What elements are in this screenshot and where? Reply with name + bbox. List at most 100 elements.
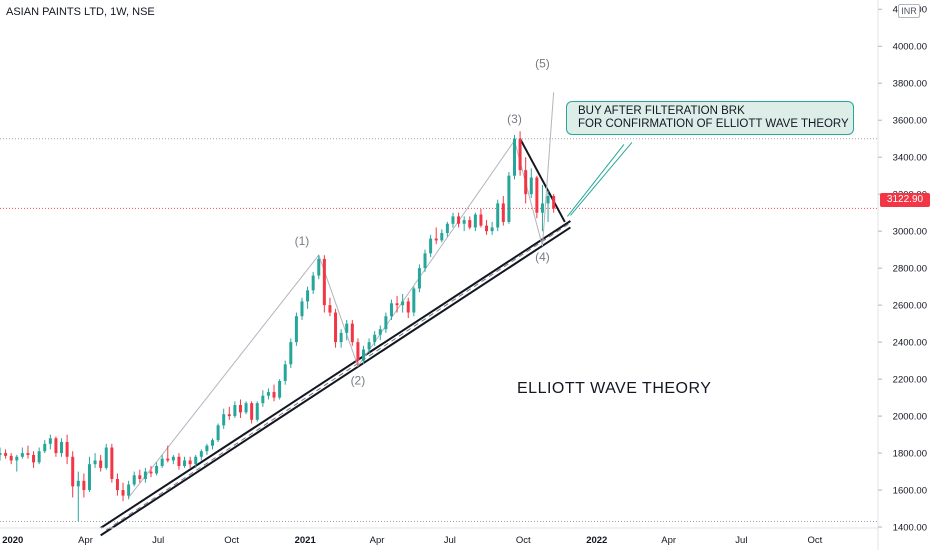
candle-body — [278, 380, 282, 398]
candle-body — [87, 464, 91, 491]
candle — [334, 308, 338, 348]
candle — [524, 157, 528, 204]
candle-body — [15, 456, 19, 461]
time-axis: 2020 Apr Jul Oct 2021 Apr Jul Oct 2022 Apr Jul Oct — [0, 527, 878, 546]
callout-box[interactable]: BUY AFTER FILTERATION BRK FOR CONFIRMATI… — [566, 101, 854, 135]
candle-body — [138, 475, 142, 479]
price-tick-label: 2600.00 — [893, 301, 927, 312]
candle-body — [20, 453, 24, 457]
candle-body — [43, 443, 47, 452]
candle-body — [82, 480, 86, 491]
candle-body — [238, 405, 242, 413]
candle-body — [222, 414, 226, 426]
candle — [434, 227, 438, 245]
time-tick-label: Jul — [735, 535, 747, 546]
time-tick-label: 2022 — [586, 535, 607, 546]
candle — [82, 473, 86, 498]
candle — [345, 319, 349, 341]
support-trendline[interactable] — [100, 226, 571, 537]
candle-body — [177, 456, 181, 467]
candle — [540, 184, 544, 232]
candle-body — [350, 323, 354, 343]
candle-body — [384, 316, 388, 330]
candle — [9, 453, 13, 465]
candle — [132, 471, 136, 487]
candle — [93, 453, 97, 468]
candle-body — [518, 138, 522, 171]
candle — [507, 171, 511, 224]
elliott-wave-line[interactable] — [128, 92, 555, 498]
price-tick-label: 3600.00 — [893, 116, 927, 127]
candle — [65, 434, 69, 465]
candle — [283, 360, 287, 385]
wave-label: (2) — [351, 374, 366, 388]
candle — [272, 384, 276, 402]
callout-line-2: FOR CONFIRMATION OF ELLIOTT WAVE THEORY — [578, 117, 849, 130]
wave-path — [128, 92, 555, 498]
candle-body — [401, 301, 405, 306]
candle — [535, 175, 539, 219]
price-tick-label: 1400.00 — [893, 523, 927, 534]
candle-body — [0, 453, 2, 455]
time-tick-label: Apr — [78, 535, 93, 546]
candle — [143, 467, 147, 483]
candle-body — [367, 342, 371, 350]
candle — [462, 216, 466, 232]
candle — [261, 390, 265, 407]
candle-body — [127, 484, 131, 496]
candle-body — [76, 480, 80, 487]
price-tick-label: 1800.00 — [893, 449, 927, 460]
time-tick-label: Apr — [370, 535, 385, 546]
candle — [451, 212, 455, 228]
candle — [546, 190, 550, 222]
candle — [222, 408, 226, 430]
candle-body — [306, 290, 310, 302]
candle — [378, 325, 382, 341]
candle — [406, 297, 410, 319]
candle-body — [473, 214, 477, 228]
candle-body — [334, 312, 338, 343]
time-tick-label: Jul — [444, 535, 456, 546]
candle-body — [496, 203, 500, 228]
candle — [401, 294, 405, 313]
support-trendline[interactable] — [100, 220, 571, 529]
candle — [384, 312, 388, 333]
candle — [160, 454, 164, 468]
annotations: (1) (2) (3) (4) (5) — [295, 57, 633, 388]
candle — [457, 212, 461, 228]
candle-body — [529, 177, 533, 195]
price-tick-label: 3800.00 — [893, 79, 927, 90]
candle-body — [188, 460, 192, 465]
candle-body — [501, 203, 505, 222]
candle — [473, 212, 477, 232]
candle — [216, 423, 220, 442]
candle — [518, 131, 522, 176]
candle — [255, 401, 259, 422]
candle-body — [294, 316, 298, 343]
time-tick-label: Oct — [516, 535, 531, 546]
candle-body — [104, 447, 108, 468]
candle — [76, 471, 80, 522]
candle-body — [451, 216, 455, 224]
candle-body — [311, 275, 315, 291]
candle — [60, 438, 64, 457]
candle — [306, 286, 310, 309]
candle-body — [479, 214, 483, 226]
candle — [445, 221, 449, 237]
candle-body — [233, 405, 237, 417]
time-tick-label: Oct — [807, 535, 822, 546]
wave-label: (4) — [535, 250, 550, 264]
candle-body — [32, 454, 36, 463]
candle — [512, 135, 516, 180]
candle-body — [99, 460, 103, 468]
candle — [367, 338, 371, 354]
candle — [188, 456, 192, 468]
candle — [356, 338, 360, 367]
candle — [121, 482, 125, 502]
candle — [289, 338, 293, 369]
axis-currency-label[interactable]: INR — [898, 4, 920, 18]
candle-body — [255, 403, 259, 420]
last-price-badge: 3122.90 — [880, 193, 930, 207]
resistance-trendline[interactable] — [519, 138, 566, 223]
